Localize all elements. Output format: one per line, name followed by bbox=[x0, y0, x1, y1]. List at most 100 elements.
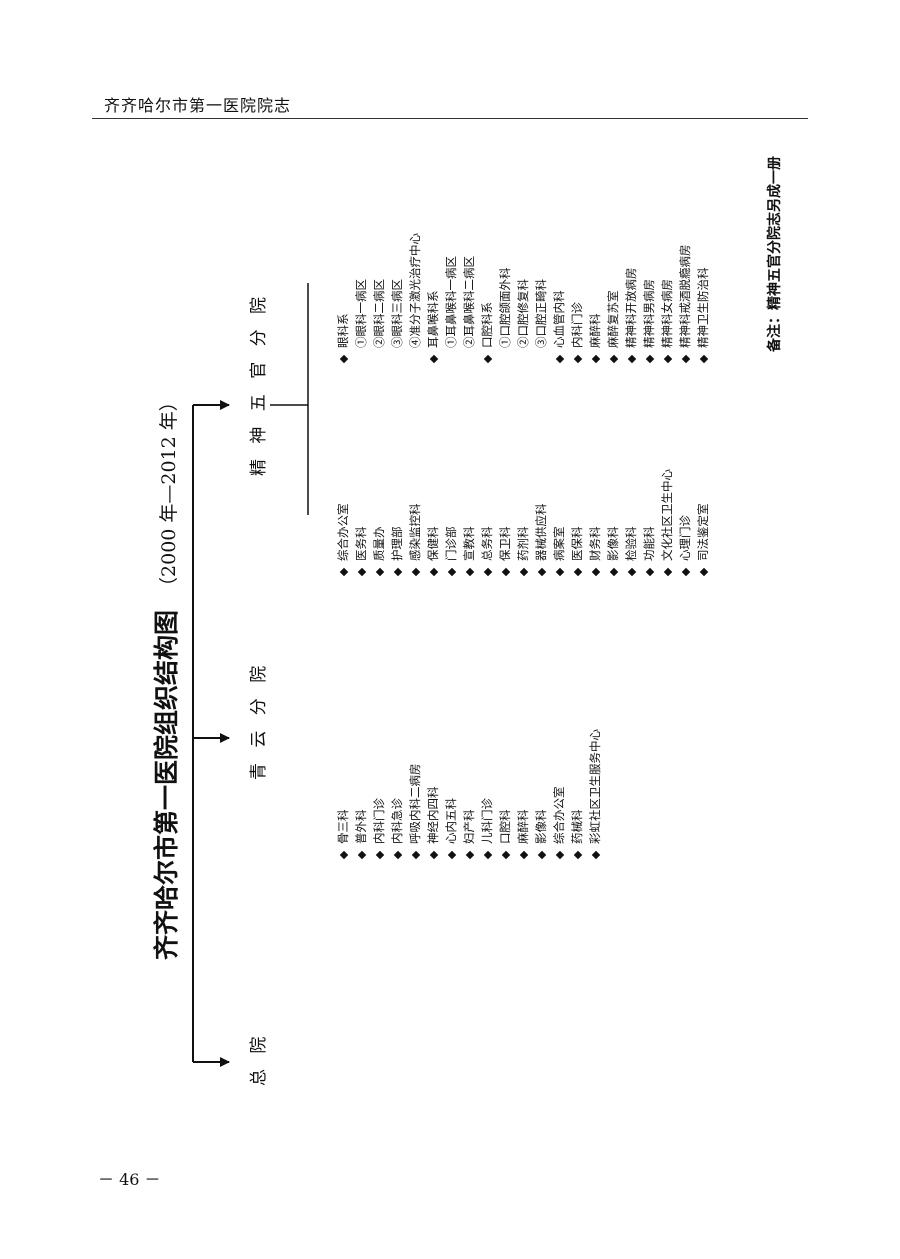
diamond-bullet-icon bbox=[555, 850, 565, 860]
diamond-bullet-icon bbox=[537, 567, 547, 577]
jingshen-admin-department-item-label: 门诊部 bbox=[444, 526, 458, 562]
jingshen-clinical-department-item-label: 口腔科系 bbox=[480, 302, 494, 348]
qingyun-department-item-label: 呼吸内科二病房 bbox=[408, 763, 422, 845]
jingshen-admin-department-item-label: 医务科 bbox=[354, 526, 368, 562]
jingshen-clinical-department-item-label: ③口腔正畸科 bbox=[534, 279, 548, 348]
diamond-bullet-icon bbox=[501, 850, 511, 860]
jingshen-clinical-department-item: 麻醉科 bbox=[586, 233, 604, 364]
qingyun-department-item-label: 内科门诊 bbox=[372, 798, 386, 844]
qingyun-department-item: 心内五科 bbox=[442, 729, 460, 860]
diamond-bullet-icon bbox=[339, 567, 349, 577]
jingshen-admin-department-list: 综合办公室 医务科 质量办 护理部 感染监控科 保健科 门诊部 宣教科 总务科 保卫科 药剂科 器械供… bbox=[334, 469, 712, 577]
jingshen-admin-department-item: 质量办 bbox=[370, 469, 388, 577]
jingshen-admin-department-item: 病案室 bbox=[550, 469, 568, 577]
diamond-bullet-icon bbox=[465, 567, 475, 577]
jingshen-admin-department-item-label: 检验科 bbox=[624, 526, 638, 562]
chart-title-text: 齐齐哈尔市第一医院组织结构图 bbox=[152, 609, 181, 960]
jingshen-clinical-department-item-label: ④准分子激光治疗中心 bbox=[408, 233, 422, 348]
jingshen-clinical-department-item: ②口腔修复科 bbox=[514, 233, 532, 362]
jingshen-clinical-department-item-label: 精神科开放病房 bbox=[624, 267, 638, 349]
diamond-bullet-icon bbox=[663, 354, 673, 364]
diamond-bullet-icon bbox=[555, 567, 565, 577]
jingshen-clinical-department-item: ①眼科一病区 bbox=[352, 233, 370, 362]
diamond-bullet-icon bbox=[573, 567, 583, 577]
qingyun-department-item-label: 心内五科 bbox=[444, 798, 458, 844]
diamond-bullet-icon bbox=[681, 567, 691, 577]
diamond-bullet-icon bbox=[375, 567, 385, 577]
branch-label-qingyun: 青 云 分 院 bbox=[249, 660, 269, 780]
jingshen-admin-department-item: 文化社区卫生中心 bbox=[658, 469, 676, 577]
jingshen-admin-department-item: 药剂科 bbox=[514, 469, 532, 577]
qingyun-department-item: 儿科门诊 bbox=[478, 729, 496, 860]
diamond-bullet-icon bbox=[393, 850, 403, 860]
jingshen-clinical-department-item: 精神卫生防治科 bbox=[694, 233, 712, 364]
chart-title: 齐齐哈尔市第一医院组织结构图 （2000 年—2012 年） bbox=[147, 392, 183, 960]
jingshen-admin-department-item-label: 财务科 bbox=[588, 526, 602, 562]
jingshen-clinical-department-item: ①口腔颌面外科 bbox=[496, 233, 514, 362]
jingshen-admin-department-item: 感染监控科 bbox=[406, 469, 424, 577]
jingshen-clinical-department-item: 内科门诊 bbox=[568, 233, 586, 364]
diamond-bullet-icon bbox=[411, 850, 421, 860]
jingshen-admin-department-item: 司法鉴定室 bbox=[694, 469, 712, 577]
jingshen-admin-department-item-label: 护理部 bbox=[390, 526, 404, 562]
jingshen-admin-department-item-label: 心理门诊 bbox=[678, 515, 692, 561]
jingshen-admin-department-item: 器械供应科 bbox=[532, 469, 550, 577]
diamond-bullet-icon bbox=[339, 850, 349, 860]
jingshen-admin-department-item: 医务科 bbox=[352, 469, 370, 577]
jingshen-admin-department-item: 功能科 bbox=[640, 469, 658, 577]
jingshen-admin-department-item: 医保科 bbox=[568, 469, 586, 577]
header-divider bbox=[92, 118, 808, 119]
jingshen-admin-department-item-label: 保卫科 bbox=[498, 526, 512, 562]
jingshen-clinical-department-item-label: 心血管内科 bbox=[552, 290, 566, 349]
diamond-bullet-icon bbox=[573, 850, 583, 860]
jingshen-clinical-department-item: 耳鼻喉科系 bbox=[424, 233, 442, 364]
diamond-bullet-icon bbox=[447, 567, 457, 577]
jingshen-clinical-department-item: 口腔科系 bbox=[478, 233, 496, 364]
jingshen-clinical-department-item: ②眼科二病区 bbox=[370, 233, 388, 362]
jingshen-clinical-department-item-label: ①口腔颌面外科 bbox=[498, 267, 512, 349]
branch-label-jingshen-wuguan: 精 神 五 官 分 院 bbox=[249, 291, 269, 476]
diamond-bullet-icon bbox=[519, 850, 529, 860]
diamond-bullet-icon bbox=[375, 850, 385, 860]
jingshen-admin-department-item: 保健科 bbox=[424, 469, 442, 577]
qingyun-department-item: 口腔科 bbox=[496, 729, 514, 860]
qingyun-department-item: 骨三科 bbox=[334, 729, 352, 860]
jingshen-clinical-department-item: ④准分子激光治疗中心 bbox=[406, 233, 424, 362]
chart-years: （2000 年—2012 年） bbox=[158, 392, 180, 596]
diamond-bullet-icon bbox=[447, 850, 457, 860]
jingshen-admin-department-item-label: 保健科 bbox=[426, 526, 440, 562]
jingshen-clinical-department-item-label: 耳鼻喉科系 bbox=[426, 290, 440, 349]
qingyun-department-item: 呼吸内科二病房 bbox=[406, 729, 424, 860]
diamond-bullet-icon bbox=[681, 354, 691, 364]
diamond-bullet-icon bbox=[357, 850, 367, 860]
diamond-bullet-icon bbox=[591, 567, 601, 577]
jingshen-admin-department-item: 宣教科 bbox=[460, 469, 478, 577]
jingshen-clinical-department-item: 精神科戒酒脱瘾病房 bbox=[676, 233, 694, 364]
jingshen-admin-department-item: 财务科 bbox=[586, 469, 604, 577]
diamond-bullet-icon bbox=[537, 850, 547, 860]
jingshen-clinical-department-item-label: ③眼科三病区 bbox=[390, 279, 404, 348]
diamond-bullet-icon bbox=[429, 567, 439, 577]
jingshen-admin-department-item: 护理部 bbox=[388, 469, 406, 577]
jingshen-clinical-department-item-label: 精神科男病房 bbox=[642, 279, 656, 348]
jingshen-clinical-department-item-label: ②眼科二病区 bbox=[372, 279, 386, 348]
jingshen-clinical-department-item-label: ②口腔修复科 bbox=[516, 279, 530, 348]
diamond-bullet-icon bbox=[411, 567, 421, 577]
diamond-bullet-icon bbox=[591, 354, 601, 364]
qingyun-department-item-label: 儿科门诊 bbox=[480, 798, 494, 844]
diamond-bullet-icon bbox=[519, 567, 529, 577]
page-number: － 46 － bbox=[98, 1170, 161, 1189]
jingshen-admin-department-item: 总务科 bbox=[478, 469, 496, 577]
qingyun-department-item-label: 综合办公室 bbox=[552, 786, 566, 845]
diamond-bullet-icon bbox=[663, 567, 673, 577]
diamond-bullet-icon bbox=[591, 850, 601, 860]
jingshen-clinical-department-item-label: 精神科女病房 bbox=[660, 279, 674, 348]
jingshen-clinical-department-item: 眼科系 bbox=[334, 233, 352, 364]
qingyun-department-item-label: 妇产科 bbox=[462, 809, 476, 845]
qingyun-department-item: 内科门诊 bbox=[370, 729, 388, 860]
jingshen-clinical-department-item: 精神科开放病房 bbox=[622, 233, 640, 364]
branch-label-main: 总 院 bbox=[249, 1031, 269, 1086]
diamond-bullet-icon bbox=[357, 567, 367, 577]
diamond-bullet-icon bbox=[645, 567, 655, 577]
